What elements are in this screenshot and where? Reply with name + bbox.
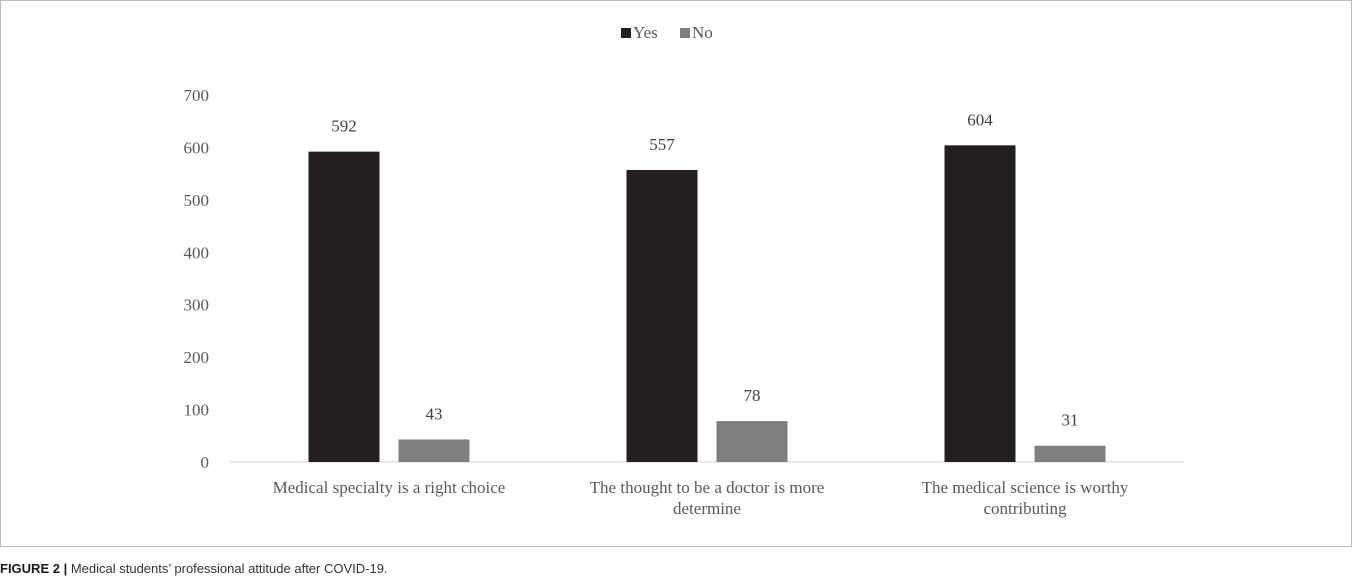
legend-label-no: No xyxy=(692,23,713,42)
data-label-no: 78 xyxy=(744,386,761,405)
bar-yes xyxy=(944,145,1016,462)
y-tick-label: 200 xyxy=(184,348,210,367)
bars-group: 592 43 557 78 604 31 xyxy=(308,110,1106,463)
data-label-yes: 592 xyxy=(331,117,357,136)
bar-no xyxy=(1034,445,1106,462)
data-label-no: 31 xyxy=(1062,411,1079,430)
x-tick-label: The thought to be a doctor is more xyxy=(590,478,825,497)
y-tick-label: 100 xyxy=(184,401,210,420)
y-tick-label: 400 xyxy=(184,243,210,262)
y-tick-label: 500 xyxy=(184,191,210,210)
legend-label-yes: Yes xyxy=(633,23,658,42)
bar-no xyxy=(716,421,788,462)
y-tick-label: 0 xyxy=(201,453,210,472)
data-label-yes: 604 xyxy=(967,110,993,129)
x-tick-label: determine xyxy=(673,499,741,518)
x-tick-label: contributing xyxy=(983,499,1067,518)
figure-caption: FIGURE 2 | Medical students’ professiona… xyxy=(0,561,388,576)
bar-yes xyxy=(626,169,698,463)
chart-legend: Yes No xyxy=(621,23,713,42)
y-tick-label: 600 xyxy=(184,138,210,157)
bar-no xyxy=(398,439,470,462)
figure-caption-label: FIGURE 2 | xyxy=(0,561,68,576)
chart-frame: Yes No 0 100 200 300 400 500 600 700 592 43 557 78 6… xyxy=(0,0,1352,547)
bar-chart: Yes No 0 100 200 300 400 500 600 700 592 43 557 78 6… xyxy=(184,23,1184,518)
bar-yes xyxy=(308,151,380,462)
figure-caption-text: Medical students’ professional attitude … xyxy=(67,561,388,576)
x-tick-label: The medical science is worthy xyxy=(922,478,1129,497)
legend-swatch-yes xyxy=(621,28,631,38)
y-tick-label: 700 xyxy=(184,86,210,105)
legend-swatch-no xyxy=(680,28,690,38)
data-label-yes: 557 xyxy=(649,135,675,154)
x-axis-labels: Medical specialty is a right choice The t… xyxy=(273,478,1129,518)
x-tick-label: Medical specialty is a right choice xyxy=(273,478,506,497)
y-axis: 0 100 200 300 400 500 600 700 xyxy=(184,86,210,472)
data-label-no: 43 xyxy=(426,404,443,423)
y-tick-label: 300 xyxy=(184,296,210,315)
